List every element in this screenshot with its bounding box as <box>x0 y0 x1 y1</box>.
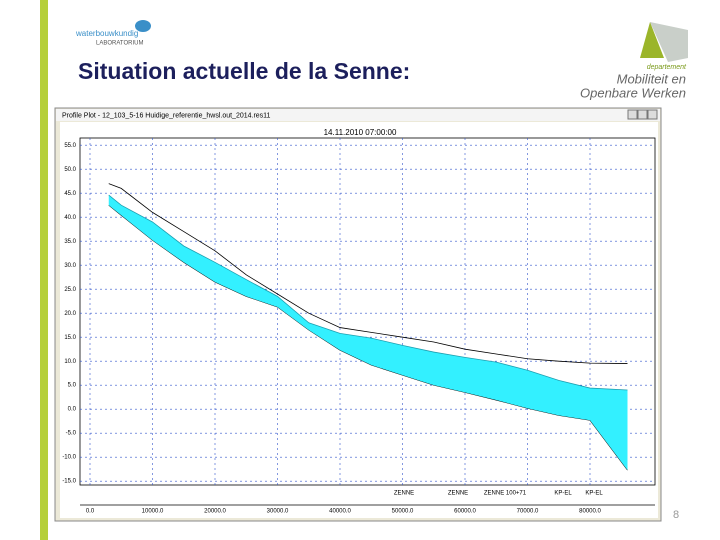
y-tick-label: 10.0 <box>64 359 76 365</box>
y-tick-label: 0.0 <box>68 407 77 413</box>
chart-title: 14.11.2010 07:00:00 <box>324 128 397 137</box>
profile-line <box>108 183 628 364</box>
y-tick-label: -5.0 <box>66 431 77 437</box>
x-tick-label: 70000.0 <box>517 509 539 515</box>
plot-frame <box>79 137 656 486</box>
y-tick-label: 55.0 <box>64 143 76 149</box>
y-tick-label: -10.0 <box>62 455 76 461</box>
x-tick-label: 80000.0 <box>579 509 601 515</box>
strip-label: KP-EL <box>585 491 603 497</box>
x-tick-label: 60000.0 <box>454 509 476 515</box>
x-tick-label: 40000.0 <box>329 509 351 515</box>
y-tick-label: 45.0 <box>64 191 76 197</box>
accent-bar <box>40 0 48 540</box>
x-tick-label: 50000.0 <box>392 509 414 515</box>
y-tick-label: 5.0 <box>68 383 77 389</box>
y-tick-label: 20.0 <box>64 311 76 317</box>
y-tick-label: -15.0 <box>62 479 76 485</box>
dept-text: departement <box>647 64 687 71</box>
y-tick-label: 25.0 <box>64 287 76 293</box>
logo-text: LABORATORIUM <box>96 41 143 47</box>
y-tick-label: 40.0 <box>64 215 76 221</box>
dept-logo <box>650 22 688 62</box>
window-button[interactable] <box>647 109 658 120</box>
y-tick-label: 50.0 <box>64 167 76 173</box>
y-tick-label: 15.0 <box>64 335 76 341</box>
dept-logo <box>640 22 664 58</box>
profile-line <box>108 194 628 391</box>
plot-background <box>60 122 658 518</box>
x-tick-label: 30000.0 <box>267 509 289 515</box>
slide-title: Situation actuelle de la Senne: <box>78 58 410 84</box>
dept-text: Openbare Werken <box>580 85 686 100</box>
window-button[interactable] <box>627 109 638 120</box>
profile-line <box>108 204 628 471</box>
x-tick-label: 0.0 <box>86 509 95 515</box>
strip-label: ZENNE <box>448 491 468 497</box>
strip-label: KP-EL <box>554 491 572 497</box>
window-button[interactable] <box>637 109 648 120</box>
logo-icon <box>135 20 151 32</box>
y-tick-label: 30.0 <box>64 263 76 269</box>
dept-text: Mobiliteit en <box>617 71 686 86</box>
window-title: Profile Plot - 12_103_5-16 Huidige_refer… <box>62 112 271 119</box>
page-number: 8 <box>673 509 679 521</box>
x-tick-label: 20000.0 <box>204 509 226 515</box>
strip-label: ZENNE <box>394 491 414 497</box>
x-tick-label: 10000.0 <box>142 509 164 515</box>
strip-label: ZENNE 100+71 <box>484 491 527 497</box>
y-tick-label: 35.0 <box>64 239 76 245</box>
logo-text: waterbouwkundig <box>75 29 138 38</box>
window-titlebar <box>56 109 660 121</box>
